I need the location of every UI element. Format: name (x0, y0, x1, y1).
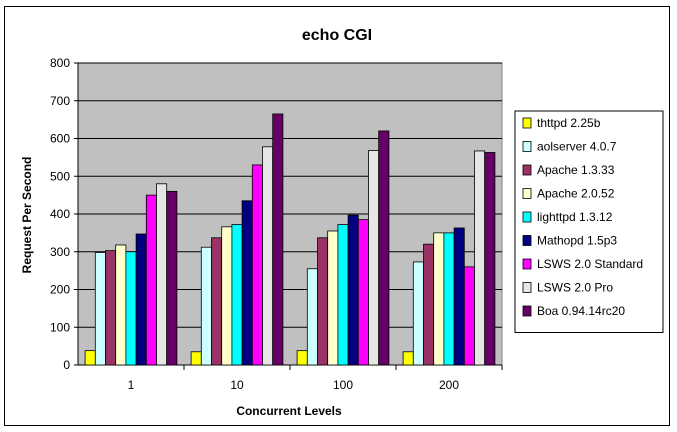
bar (272, 113, 284, 366)
y-tick-label: 200 (50, 283, 70, 297)
legend-label: LSWS 2.0 Standard (537, 257, 643, 271)
bar (378, 130, 390, 366)
y-tick-label: 0 (63, 358, 70, 372)
bar (190, 351, 202, 366)
bar (125, 251, 137, 366)
legend-swatch (522, 164, 532, 176)
bar (453, 227, 465, 366)
bar (317, 237, 329, 366)
bar (115, 244, 127, 366)
bar (231, 224, 243, 366)
y-tick-label: 700 (50, 94, 70, 108)
bar (368, 150, 380, 366)
bar (484, 152, 496, 366)
y-axis-title: Request Per Second (20, 157, 34, 274)
bar (402, 351, 414, 366)
bar (357, 219, 369, 366)
chart-svg: echo CGI Request Per Second Concurrent L… (20, 27, 664, 418)
bar (156, 183, 168, 366)
bar (306, 268, 318, 366)
bar (84, 350, 96, 366)
x-tick-label: 100 (333, 378, 353, 392)
bar (251, 164, 263, 366)
chart-title: echo CGI (302, 27, 372, 44)
x-tick-label: 10 (230, 378, 244, 392)
legend-box (514, 110, 664, 333)
chart-frame: echo CGI Request Per Second Concurrent L… (4, 6, 670, 426)
legend-label: Apache 2.0.52 (537, 187, 615, 201)
legend-swatch (522, 117, 532, 129)
bar (423, 243, 435, 366)
bar (262, 146, 274, 366)
legend-label: Mathopd 1.5p3 (537, 234, 617, 248)
bar (463, 266, 475, 366)
y-tick-label: 600 (50, 132, 70, 146)
x-axis-title: Concurrent Levels (236, 404, 342, 418)
y-tick-label: 800 (50, 56, 70, 70)
legend: thttpd 2.25b aolserver 4.0.7 Apache 1.3.33… (514, 110, 664, 333)
bar (105, 250, 117, 366)
bar (327, 230, 339, 366)
legend-swatch (522, 282, 532, 293)
bar (347, 214, 359, 366)
bar (412, 261, 424, 366)
legend-swatch (522, 188, 532, 199)
bar (145, 194, 157, 366)
legend-label: aolserver 4.0.7 (537, 140, 617, 154)
legend-label: Apache 1.3.33 (537, 163, 615, 177)
bar (337, 224, 349, 366)
legend-swatch (522, 235, 532, 246)
bar (443, 232, 455, 366)
bar (94, 252, 106, 366)
bar (166, 190, 178, 366)
y-tick-label: 400 (50, 207, 70, 221)
legend-swatch (522, 141, 532, 152)
plot-area: 0 100 200 300 400 500 600 700 800 1 10 100 200 (50, 56, 503, 392)
legend-label: LSWS 2.0 Pro (537, 281, 613, 295)
legend-swatch (522, 305, 532, 317)
y-tick-label: 500 (50, 169, 70, 183)
bar (474, 150, 486, 366)
bar (296, 350, 308, 366)
bar (200, 246, 212, 366)
bar (135, 233, 147, 366)
bar (433, 232, 445, 366)
legend-label: lighttpd 1.3.12 (537, 210, 613, 224)
bar (241, 200, 253, 366)
legend-label: Boa 0.94.14rc20 (537, 304, 625, 318)
y-tick-label: 100 (50, 320, 70, 334)
legend-swatch (522, 211, 532, 223)
legend-swatch (522, 258, 532, 270)
legend-label: thttpd 2.25b (537, 116, 601, 130)
y-tick-label: 300 (50, 245, 70, 259)
x-tick-label: 200 (439, 378, 459, 392)
x-tick-label: 1 (128, 378, 135, 392)
bar (211, 237, 223, 366)
bar (221, 226, 233, 366)
